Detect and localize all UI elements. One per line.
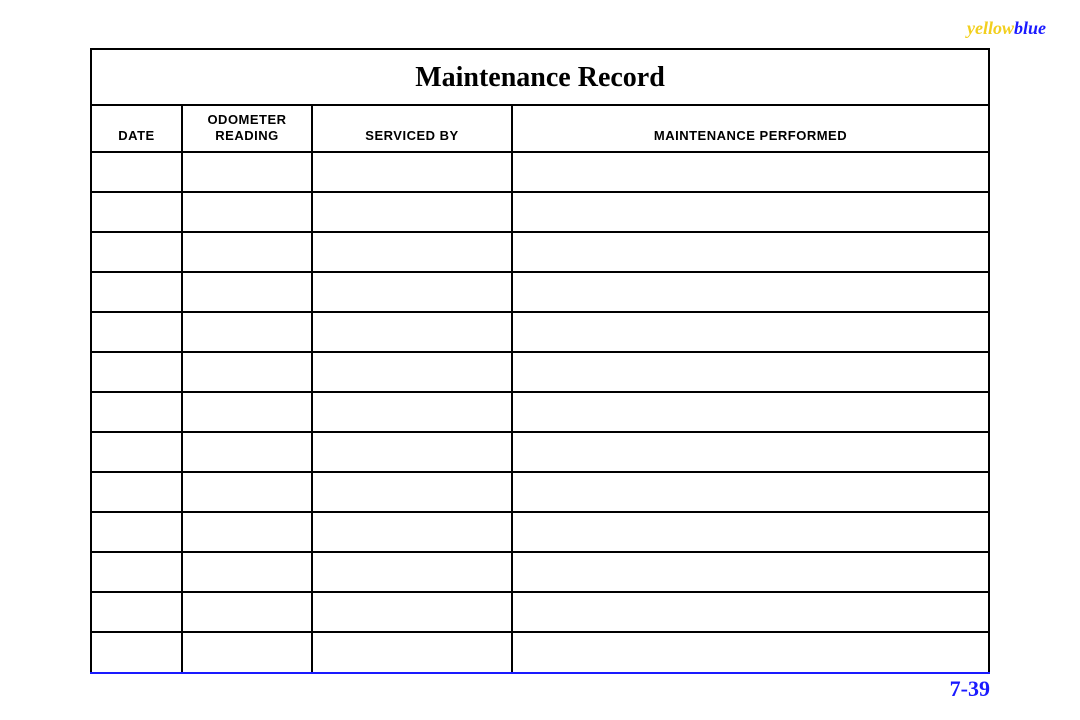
table-cell (92, 472, 182, 512)
table-cell (92, 152, 182, 192)
table-cell (512, 312, 988, 352)
table-cell (92, 592, 182, 632)
table-cell (512, 392, 988, 432)
table-row (92, 632, 988, 672)
table-cell (182, 552, 312, 592)
table-row (92, 592, 988, 632)
table-row (92, 232, 988, 272)
table-cell (182, 272, 312, 312)
table-cell (182, 632, 312, 672)
table-cell (92, 232, 182, 272)
table-cell (312, 272, 512, 312)
table-cell (182, 352, 312, 392)
table-body (92, 152, 988, 672)
table-cell (182, 512, 312, 552)
table-cell (312, 192, 512, 232)
table-cell (312, 552, 512, 592)
table-cell (512, 512, 988, 552)
table-cell (182, 472, 312, 512)
col-header-maintenance-line2: MAINTENANCE PERFORMED (654, 128, 847, 143)
table-cell (312, 352, 512, 392)
table-cell (182, 592, 312, 632)
table-cell (312, 392, 512, 432)
table-cell (92, 312, 182, 352)
table-cell (92, 512, 182, 552)
table-cell (182, 432, 312, 472)
table-cell (512, 232, 988, 272)
table-cell (92, 272, 182, 312)
table-row (92, 392, 988, 432)
col-header-date-line2: DATE (118, 128, 154, 143)
table-row (92, 272, 988, 312)
table-cell (312, 432, 512, 472)
table-cell (312, 312, 512, 352)
page-number: 7-39 (950, 676, 990, 702)
table-cell (512, 352, 988, 392)
table-title: Maintenance Record (92, 50, 988, 106)
col-header-serviced-line2: SERVICED BY (365, 128, 458, 143)
logo-blue-text: blue (1014, 18, 1046, 38)
table-cell (92, 192, 182, 232)
table-cell (92, 432, 182, 472)
table-cell (312, 472, 512, 512)
col-header-odometer-line2: READING (215, 128, 278, 143)
table-grid: DATE ODOMETER READING SERVICED BY MAINTE… (92, 106, 988, 672)
table-row (92, 472, 988, 512)
table-cell (92, 392, 182, 432)
table-row (92, 312, 988, 352)
table-row (92, 152, 988, 192)
table-cell (312, 152, 512, 192)
table-cell (512, 272, 988, 312)
footer-rule (90, 672, 990, 674)
table-cell (312, 232, 512, 272)
table-cell (512, 632, 988, 672)
table-cell (312, 592, 512, 632)
table-cell (182, 152, 312, 192)
table-row (92, 552, 988, 592)
table-cell (182, 392, 312, 432)
table-cell (182, 192, 312, 232)
col-header-odometer: ODOMETER READING (182, 106, 312, 152)
table-cell (512, 432, 988, 472)
table-cell (182, 312, 312, 352)
table-cell (92, 352, 182, 392)
maintenance-record-table: Maintenance Record DATE ODOMETER READING (90, 48, 990, 674)
table-cell (182, 232, 312, 272)
table-cell (512, 552, 988, 592)
col-header-serviced-by: SERVICED BY (312, 106, 512, 152)
logo-yellowblue: yellowblue (967, 18, 1046, 39)
table-cell (312, 512, 512, 552)
table-header-row: DATE ODOMETER READING SERVICED BY MAINTE… (92, 106, 988, 152)
col-header-maintenance: MAINTENANCE PERFORMED (512, 106, 988, 152)
table-cell (512, 472, 988, 512)
table-row (92, 432, 988, 472)
table-row (92, 512, 988, 552)
table-cell (512, 592, 988, 632)
table-cell (92, 552, 182, 592)
logo-yellow-text: yellow (967, 18, 1014, 38)
table-row (92, 192, 988, 232)
col-header-odometer-line1: ODOMETER (207, 112, 286, 127)
col-header-date: DATE (92, 106, 182, 152)
table-cell (512, 192, 988, 232)
table-row (92, 352, 988, 392)
table-cell (512, 152, 988, 192)
table-cell (92, 632, 182, 672)
table-cell (312, 632, 512, 672)
